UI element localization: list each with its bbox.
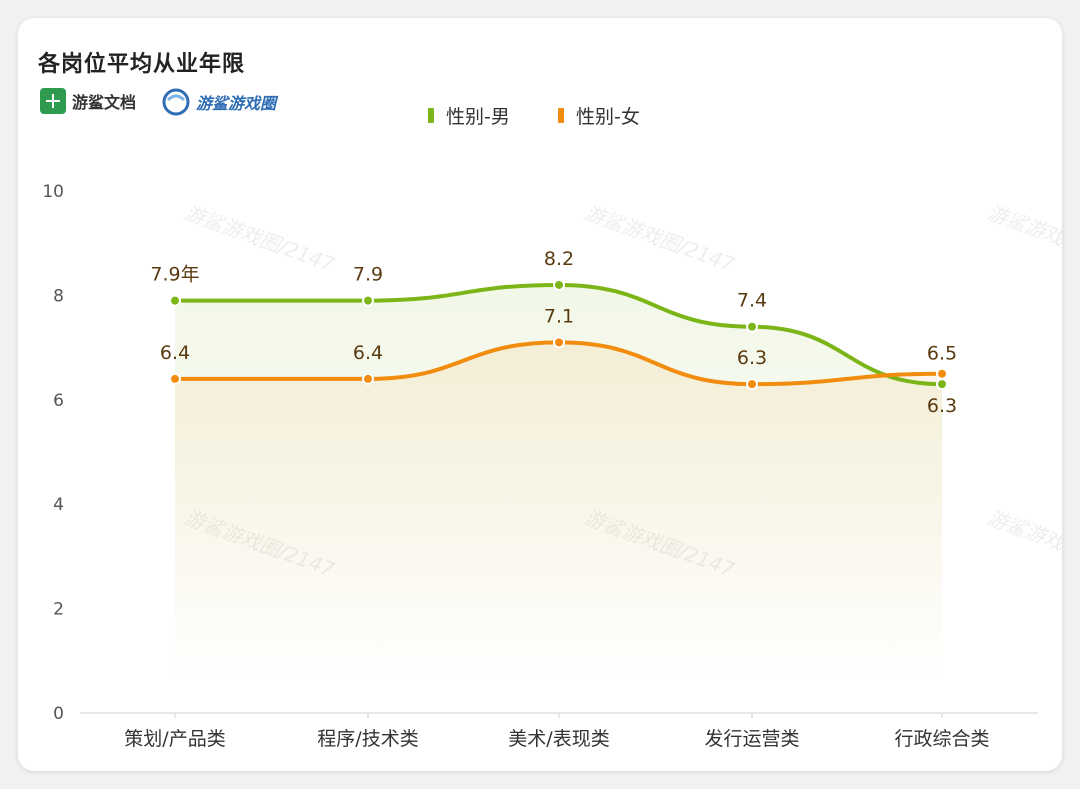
x-tick-label: 行政综合类: [894, 728, 989, 750]
shark-logo-icon: [162, 88, 190, 116]
y-tick-label: 2: [53, 600, 64, 620]
brand-gamecircle-label: 游鲨游戏圈: [196, 94, 277, 113]
data-point: [746, 378, 758, 391]
data-label: 7.9: [353, 264, 383, 286]
x-tick-label: 美术/表现类: [508, 728, 609, 750]
data-label: 6.3: [927, 395, 957, 417]
data-point: [746, 320, 758, 333]
legend-marker-icon: [428, 108, 434, 123]
data-point: [169, 372, 181, 385]
data-label: 6.4: [353, 342, 383, 364]
data-label: 7.4: [737, 290, 767, 312]
legend-label[interactable]: 性别-男: [446, 106, 510, 128]
data-point: [169, 294, 181, 307]
series-area-female: [175, 342, 942, 683]
watermark: 游鲨游戏圈/2147: [984, 200, 1062, 277]
legend-marker-icon: [558, 108, 564, 123]
sheet-icon: [40, 88, 66, 114]
watermark: 游鲨游戏圈/2147: [984, 505, 1062, 582]
data-label: 6.4: [160, 342, 190, 364]
data-label: 6.3: [737, 347, 767, 369]
x-tick-label: 策划/产品类: [124, 728, 225, 750]
data-point: [553, 278, 565, 291]
y-tick-label: 4: [53, 495, 64, 515]
line-chart: 游鲨游戏圈/2147 游鲨游戏圈/2147 游鲨游戏圈/2147 游鲨游戏圈/2147…: [42, 106, 1062, 750]
data-point: [553, 336, 565, 349]
watermark: 游鲨游戏圈/2147: [181, 200, 338, 277]
data-point: [362, 294, 374, 307]
x-tick-label: 发行运营类: [704, 728, 799, 750]
data-point: [936, 378, 948, 391]
legend-label[interactable]: 性别-女: [576, 106, 640, 128]
data-point: [362, 372, 374, 385]
y-tick-label: 6: [53, 391, 64, 411]
brand-gamecircle: 游鲨游戏圈: [162, 88, 276, 116]
data-label: 8.2: [544, 248, 574, 270]
brand-docs-label: 游鲨文档: [72, 93, 137, 112]
series-line-male: [173, 282, 944, 387]
x-tick-label: 程序/技术类: [317, 728, 418, 750]
data-label: 7.1: [544, 305, 574, 327]
y-tick-label: 8: [53, 286, 64, 306]
chart-title: 各岗位平均从业年限: [38, 52, 246, 77]
data-label: 7.9年: [150, 264, 199, 286]
brand-docs: 游鲨文档: [40, 88, 136, 114]
chart-card: 各岗位平均从业年限 游鲨文档 游鲨游戏圈 游鲨游戏圈/2147 游鲨游戏圈/214…: [18, 18, 1062, 771]
y-tick-label: 0: [53, 704, 64, 724]
data-label: 6.5: [927, 343, 957, 365]
y-tick-label: 10: [42, 182, 64, 202]
data-point: [936, 367, 948, 380]
watermark: 游鲨游戏圈/2147: [581, 200, 738, 277]
